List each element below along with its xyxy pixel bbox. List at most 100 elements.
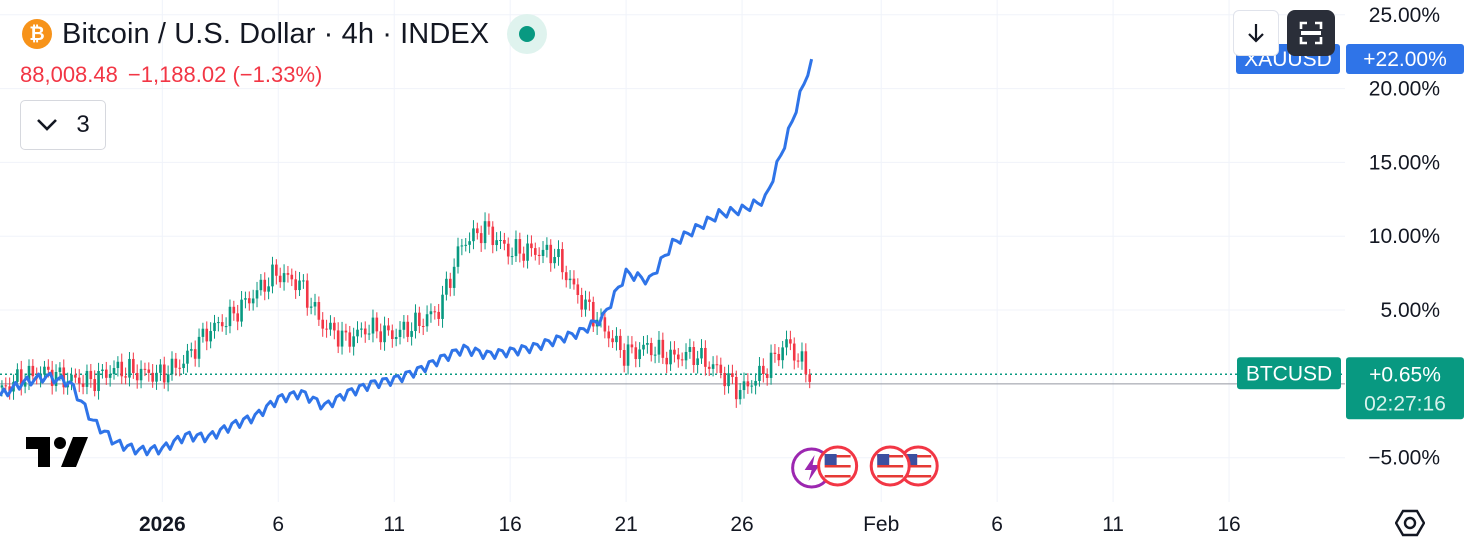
us-flag-icon[interactable] [869,445,911,487]
candle-body [251,298,255,304]
btcusd-candle [514,230,518,262]
candle-body [193,349,197,359]
candle-body [93,379,96,392]
candle-body [796,360,800,362]
btcusd-candle [495,232,498,252]
btcusd-candle [522,246,525,268]
candle-body [394,337,398,340]
chart-grid [0,0,1345,502]
btcusd-candle [240,291,243,327]
btcusd-candle [445,271,448,301]
event-markers[interactable] [791,445,939,489]
candle-body [704,347,707,367]
candle-body [286,273,290,275]
btcusd-candle [336,322,340,354]
time-tick-label: 16 [498,513,521,536]
time-axis[interactable]: 2026 6 11 16 21 26 Feb 6 11 16 [139,513,1241,536]
candle-body [634,347,638,360]
candle-body [77,377,81,384]
chevron-down-icon [37,119,58,131]
candle-body [348,332,352,347]
candle-body [738,390,742,400]
candle-body [101,369,104,372]
indicator-count: 3 [76,111,90,138]
btcusd-candle [282,264,286,291]
btcusd-candle [719,357,723,379]
candle-body [16,369,19,382]
btcusd-candle [124,367,127,385]
flag-stripe [905,455,932,458]
btcusd-candle [27,359,31,391]
time-tick-label: 16 [1217,513,1240,536]
btcusd-candle [344,323,348,341]
candle-body [116,361,120,369]
candle-body [70,374,73,382]
market-status-icon[interactable] [507,14,548,54]
settings-icon[interactable] [1394,508,1426,543]
time-tick-label: 11 [383,513,405,536]
btcusd-candle [247,291,251,311]
btcusd-candle [448,272,452,297]
market-status-dot [519,26,536,42]
candle-body [340,330,344,347]
symbol-title[interactable]: Bitcoin / U.S. Dollar · 4h · INDEX [62,17,490,50]
candle-body [541,249,545,257]
candle-body [329,322,332,330]
btcusd-candle [769,344,773,385]
candle-body [696,358,699,366]
tradingview-logo-icon[interactable] [26,437,88,467]
candle-body [47,366,50,370]
btcusd-candle [537,247,541,265]
candle-body [313,302,317,307]
candle-body [456,246,460,267]
btcusd-candle [646,335,649,354]
candle-body [619,335,622,351]
candle-body [723,372,726,387]
btcusd-candle [692,341,696,373]
fullscreen-button[interactable] [1287,10,1335,56]
btcusd-candle [224,317,228,335]
candle-body [630,344,634,348]
candle-body [375,317,379,332]
btcusd-candle [773,343,777,363]
candle-body [147,369,151,373]
btcusd-candle [684,343,688,370]
candle-body [789,339,792,344]
time-tick-label: Feb [863,513,899,536]
candle-body [390,330,394,340]
btcusd-candle [533,242,537,261]
candle-body [317,302,321,320]
btcusd-candle [178,359,182,377]
flag-stripe [824,475,851,478]
candle-body [290,274,294,280]
candle-body [418,312,421,326]
btcusd-candle [491,221,495,254]
candle-body [765,374,769,378]
btcusd-candle [286,265,290,283]
price-axis[interactable]: 25.00% 20.00% 15.00% 10.00% 5.00% −5.00% [1368,4,1440,470]
btcusd-candle [634,341,638,368]
btcusd-candle [267,277,270,300]
btcusd-candle [162,356,166,389]
candle-body [731,373,734,377]
btcusd-candle [503,232,506,251]
candle-body [773,352,777,354]
candle-body [247,298,251,304]
btcusd-candle [182,354,185,375]
us-flag-icon[interactable] [817,445,859,487]
candle-body [684,351,688,361]
arrow-down-icon [1248,24,1264,43]
flag-stripe [824,465,851,468]
btcusd-candle [290,268,294,287]
scroll-to-latest-button[interactable] [1233,10,1279,56]
btcusd-candle [232,300,236,321]
candle-body [692,347,696,366]
btcusd-candle [568,270,572,289]
us-flag-icon[interactable] [897,445,939,487]
btcusd-candle [398,321,402,345]
collapse-indicators-button[interactable]: 3 [20,100,106,150]
btcusd-candle [615,327,618,351]
btcusd-candle [800,342,804,370]
time-tick-label: 6 [991,513,1003,536]
